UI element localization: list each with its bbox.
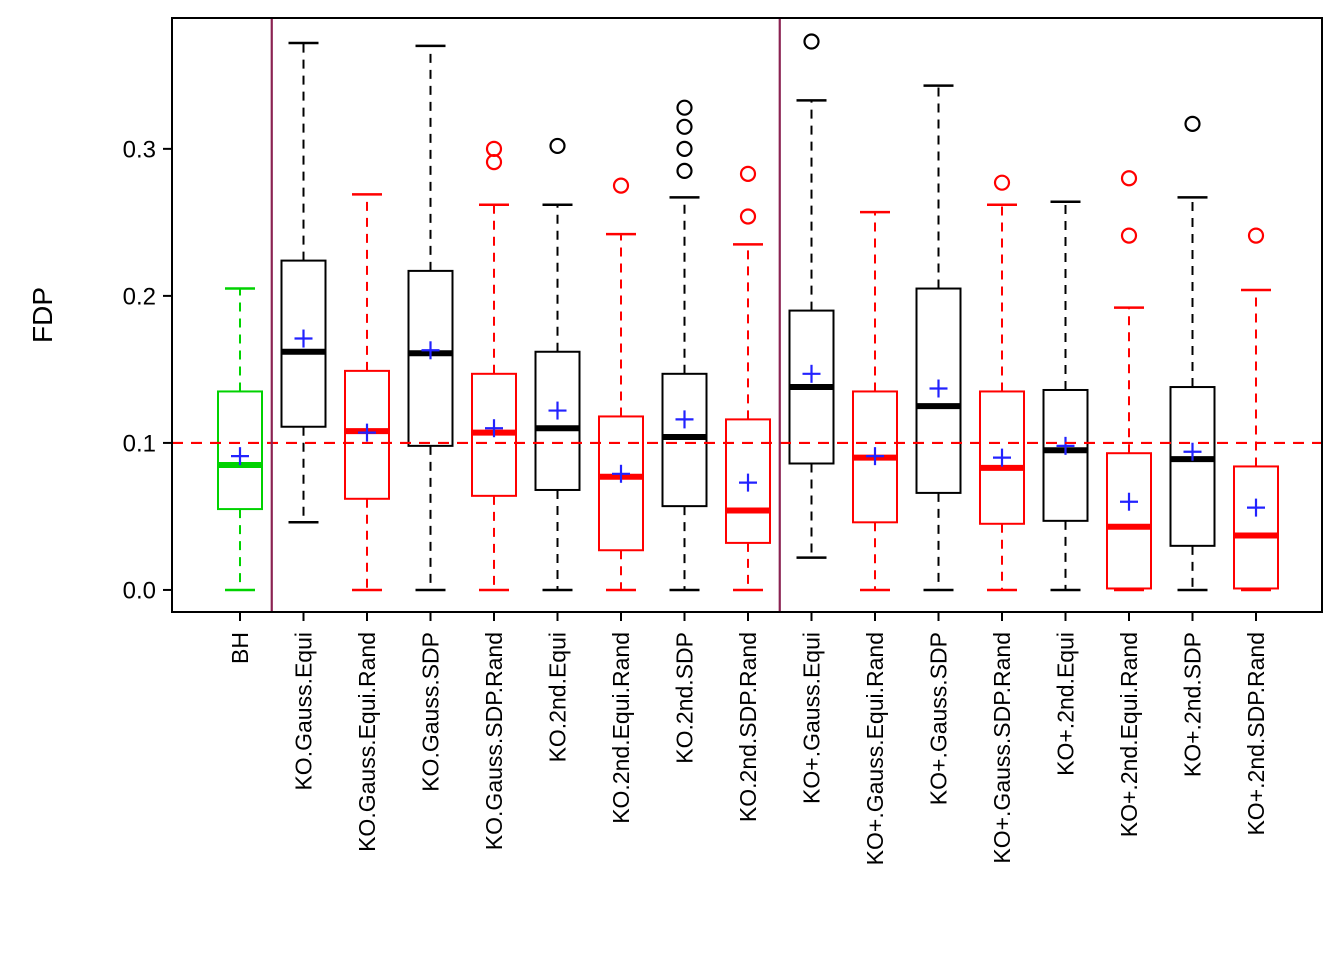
outlier-point [739, 208, 757, 225]
overlay-layer [172, 18, 1322, 612]
boxplot-box [1233, 465, 1279, 590]
x-tick-label: KO.2nd.Equi.Rand [608, 632, 634, 824]
y-tick-label: 0.0 [123, 577, 156, 604]
outlier-point [803, 33, 820, 50]
outlier-point [1184, 115, 1201, 132]
y-tick-label: 0.3 [123, 136, 156, 163]
boxplot-box [1106, 452, 1152, 590]
outlier-point [993, 174, 1011, 191]
boxplot-group [598, 177, 644, 592]
boxplot-group [661, 99, 708, 592]
boxplot-box [534, 350, 581, 491]
outlier-point [1120, 170, 1138, 187]
boxplot-group [280, 41, 327, 524]
boxplot-group [1233, 227, 1279, 592]
boxplot-box [1042, 388, 1089, 522]
x-tick-label: KO+.2nd.SDP.Rand [1243, 632, 1269, 836]
boxplot-box [1169, 386, 1216, 547]
x-tick-label: KO.Gauss.SDP.Rand [481, 632, 507, 850]
x-tick-label: KO+.2nd.Equi.Rand [1116, 632, 1142, 837]
boxplot-group [534, 137, 581, 592]
x-tick-label: KO.2nd.SDP [672, 632, 698, 764]
boxplot-group [407, 44, 454, 592]
outlier-point [549, 137, 566, 155]
x-tick-label: KO.Gauss.Equi.Rand [354, 632, 380, 852]
boxplot-box [598, 415, 644, 552]
boxplot-group [915, 84, 962, 592]
boxplot-box [979, 390, 1025, 525]
boxplot-group [1106, 170, 1152, 592]
boxplot-group [979, 174, 1025, 592]
x-tick-label: KO+.Gauss.Equi [799, 632, 825, 804]
boxplot-layer [217, 33, 1279, 592]
boxplot-group [852, 210, 898, 592]
x-tick-label: KO+.Gauss.SDP.Rand [989, 632, 1015, 864]
outlier-point [1247, 227, 1265, 244]
x-tick-label: KO.2nd.Equi [545, 632, 571, 762]
outlier-point [1120, 227, 1138, 244]
x-tick-label: KO+.Gauss.SDP [926, 632, 952, 805]
x-tick-label: KO.Gauss.SDP [418, 632, 444, 792]
outlier-point [739, 165, 757, 182]
x-tick-label: KO+.2nd.SDP [1180, 632, 1206, 777]
x-tick-label: KO.2nd.SDP.Rand [735, 632, 761, 822]
boxplot-group [1042, 200, 1089, 592]
outlier-point [485, 153, 503, 171]
outlier-point [676, 140, 693, 157]
x-tick-label: KO+.2nd.Equi [1053, 632, 1079, 776]
outlier-point [676, 99, 693, 116]
y-tick-label: 0.2 [123, 283, 156, 310]
boxplot-group [725, 165, 771, 592]
outlier-point [676, 162, 693, 180]
outlier-point [612, 177, 630, 194]
outlier-point [485, 140, 503, 157]
y-tick-label: 0.1 [123, 430, 156, 457]
boxplot-group [1169, 115, 1216, 592]
boxplot-group [344, 193, 390, 592]
axes-layer: 0.0 0.1 0.2 0.3 BH KO.Gauss.Equi KO.Gauss.Equi… [123, 136, 1269, 865]
x-tick-label: KO.Gauss.Equi [291, 632, 317, 791]
x-tick-label: BH [227, 632, 253, 664]
boxplot-group [788, 33, 835, 559]
outlier-point [676, 118, 693, 135]
x-tick-label: KO+.Gauss.Equi.Rand [862, 632, 888, 865]
boxplot-group [217, 287, 263, 592]
y-axis-title: FDP [27, 287, 58, 343]
boxplot-group [471, 140, 517, 592]
